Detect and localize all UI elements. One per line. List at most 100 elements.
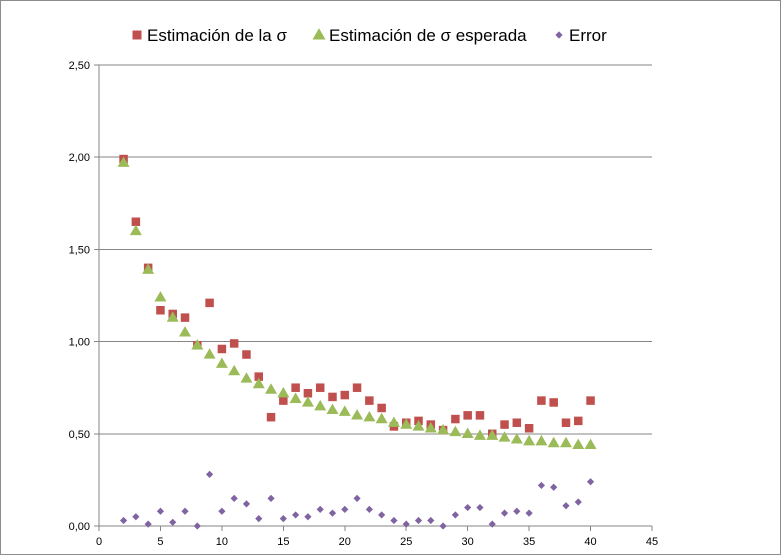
- data-point-triangle-7: [179, 326, 192, 337]
- data-point-triangle-23: [375, 412, 388, 424]
- data-point-triangle-15: [277, 386, 290, 398]
- data-point-diamond-24: [390, 516, 398, 525]
- data-point-diamond-25: [402, 520, 410, 528]
- x-tick-label-2: 10: [216, 536, 228, 548]
- data-point-diamond-32: [488, 520, 496, 528]
- x-tick-label-0: 0: [96, 536, 102, 548]
- y-tick-label-0: 0,00: [69, 521, 90, 533]
- data-point-diamond-9: [206, 470, 214, 478]
- data-point-square-15: [279, 396, 288, 405]
- data-point-square-11: [229, 339, 239, 348]
- data-point-diamond-34: [513, 507, 521, 515]
- data-point-square-39: [574, 416, 583, 426]
- data-point-square-37: [549, 398, 558, 407]
- data-point-triangle-18: [314, 399, 327, 411]
- data-point-triangle-34: [510, 433, 523, 444]
- data-point-triangle-21: [351, 409, 364, 420]
- data-point-diamond-21: [353, 494, 361, 502]
- data-point-square-34: [512, 418, 522, 427]
- data-point-square-19: [328, 392, 337, 402]
- gridlines: [99, 64, 652, 435]
- axes: [94, 64, 653, 531]
- data-point-triangle-17: [301, 396, 314, 407]
- y-tick-label-4: 2,00: [69, 152, 90, 164]
- y-tick-label-1: 0,50: [69, 429, 90, 441]
- data-point-square-29: [451, 414, 460, 424]
- x-tick-label-5: 25: [400, 536, 412, 548]
- data-point-triangle-38: [559, 436, 572, 448]
- data-point-triangle-9: [203, 348, 216, 359]
- data-point-square-14: [266, 412, 276, 422]
- legend-marker-square: [132, 30, 142, 40]
- data-point-square-21: [352, 383, 362, 392]
- x-tick-label-1: 5: [157, 536, 163, 548]
- data-point-diamond-23: [378, 511, 386, 519]
- data-point-square-33: [500, 420, 509, 429]
- data-point-diamond-26: [414, 516, 423, 525]
- data-point-square-12: [242, 350, 251, 359]
- data-point-triangle-20: [338, 405, 351, 416]
- data-point-triangle-2: [117, 156, 130, 167]
- data-point-diamond-16: [292, 511, 300, 519]
- data-point-square-30: [463, 411, 472, 420]
- data-point-triangle-16: [289, 392, 302, 403]
- data-point-diamond-30: [464, 503, 472, 512]
- data-point-triangle-26: [412, 420, 425, 431]
- x-tick-label-3: 15: [277, 536, 289, 548]
- legend-label-square: Estimación de la σ: [147, 26, 287, 45]
- data-point-diamond-31: [476, 503, 484, 512]
- data-point-triangle-27: [424, 422, 437, 433]
- data-point-diamond-18: [316, 505, 324, 514]
- data-point-diamond-39: [574, 498, 582, 506]
- data-point-diamond-17: [304, 513, 312, 521]
- data-point-triangle-31: [473, 429, 486, 440]
- data-point-square-31: [475, 411, 485, 420]
- legend-marker-triangle: [312, 28, 326, 40]
- data-point-triangle-30: [461, 427, 474, 438]
- data-point-triangle-3: [129, 224, 142, 236]
- data-point-square-23: [377, 403, 386, 413]
- legend-label-diamond: Error: [569, 26, 607, 45]
- data-point-triangle-22: [363, 410, 376, 422]
- data-point-diamond-20: [341, 505, 349, 514]
- data-point-diamond-33: [500, 509, 509, 517]
- data-point-square-5: [156, 306, 165, 315]
- data-point-diamond-5: [156, 507, 165, 515]
- data-point-triangle-24: [387, 416, 400, 427]
- data-point-diamond-3: [132, 513, 140, 521]
- data-point-diamond-2: [119, 516, 128, 525]
- data-point-diamond-19: [328, 509, 337, 517]
- data-point-diamond-10: [218, 507, 226, 515]
- legend-marker-diamond: [555, 31, 563, 39]
- data-point-diamond-27: [427, 516, 435, 525]
- x-tick-label-7: 35: [523, 536, 535, 548]
- data-point-triangle-19: [326, 403, 339, 415]
- data-point-triangle-5: [154, 291, 167, 302]
- data-point-diamond-40: [586, 478, 595, 486]
- data-point-triangle-8: [191, 339, 204, 350]
- data-series: [117, 154, 597, 530]
- legend-label-triangle: Estimación de σ esperada: [329, 26, 527, 45]
- data-point-triangle-29: [449, 425, 462, 437]
- data-point-triangle-13: [252, 377, 265, 389]
- x-tick-label-4: 20: [339, 536, 351, 548]
- data-point-square-22: [365, 396, 374, 405]
- data-point-square-38: [561, 418, 571, 427]
- data-point-triangle-32: [486, 429, 499, 440]
- data-point-square-9: [205, 298, 214, 308]
- data-point-diamond-22: [365, 505, 373, 514]
- data-point-triangle-14: [265, 383, 278, 394]
- data-point-triangle-33: [498, 431, 511, 442]
- data-point-triangle-36: [535, 434, 548, 446]
- data-point-triangle-4: [142, 263, 155, 274]
- data-point-triangle-39: [572, 438, 585, 450]
- data-point-square-36: [537, 396, 546, 405]
- x-tick-label-8: 40: [584, 536, 596, 548]
- data-point-square-13: [254, 372, 264, 381]
- tick-labels: 0,00 0,50 1,00 1,50 2,00 2,50 0 5 10 15 20 25 30 35 40…: [69, 60, 659, 548]
- data-point-square-16: [291, 383, 300, 392]
- data-point-square-35: [524, 424, 534, 433]
- legend: Estimación de la σ Estimación de σ espera…: [132, 26, 607, 45]
